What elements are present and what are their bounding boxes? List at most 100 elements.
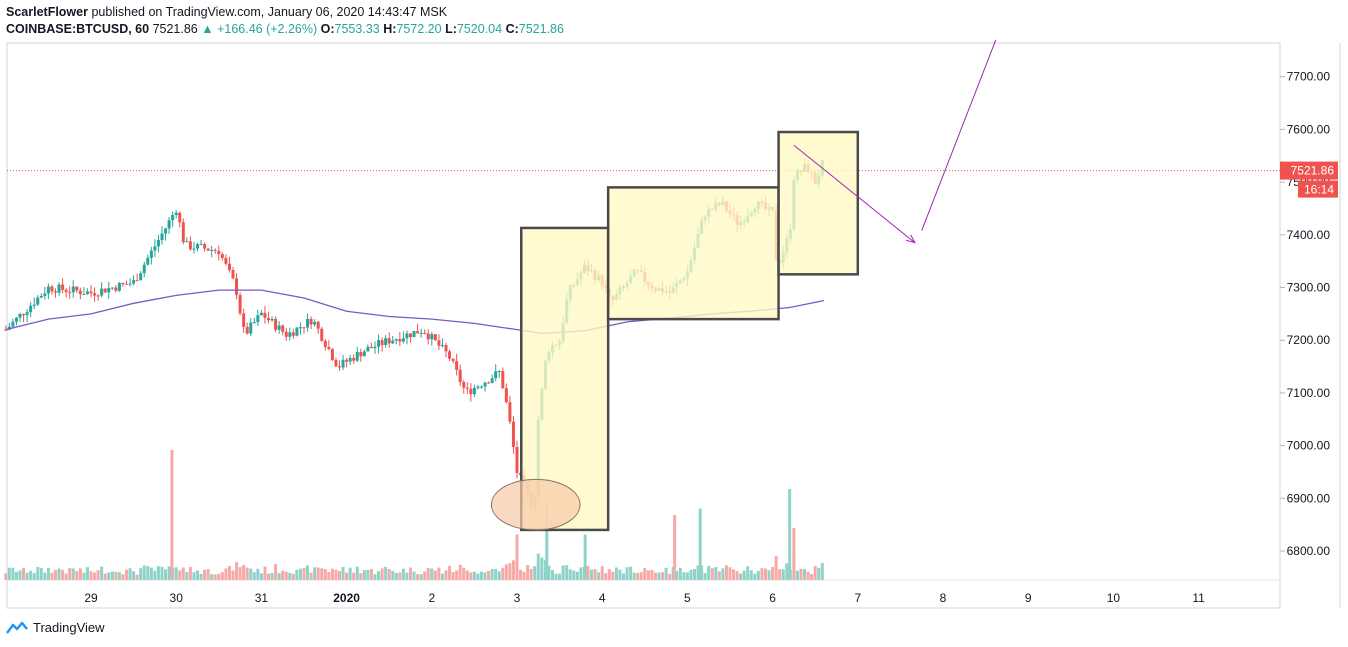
volume-bar xyxy=(121,574,125,580)
volume-bar xyxy=(416,574,420,580)
volume-bar xyxy=(128,568,132,580)
volume-bar xyxy=(39,567,43,580)
volume-bar xyxy=(611,571,615,580)
candle-up xyxy=(132,280,136,284)
volume-spike xyxy=(673,515,677,580)
candle-up xyxy=(494,371,498,379)
candle-down xyxy=(235,278,239,295)
author[interactable]: ScarletFlower xyxy=(6,5,88,19)
candle-down xyxy=(284,331,288,337)
volume-bar xyxy=(813,565,817,580)
volume-bar xyxy=(401,568,405,580)
volume-bar xyxy=(263,566,267,580)
volume-bar xyxy=(185,572,189,580)
candle-down xyxy=(135,280,139,282)
volume-bar xyxy=(231,570,235,580)
symbol[interactable]: COINBASE:BTCUSD, 60 xyxy=(6,22,150,36)
volume-bar xyxy=(636,572,640,580)
volume-bar xyxy=(561,565,565,580)
candle-up xyxy=(18,313,22,318)
candle-down xyxy=(68,291,72,293)
tradingview-logo-icon[interactable] xyxy=(6,621,28,635)
volume-bar xyxy=(490,569,494,580)
close-value: 7521.86 xyxy=(518,22,564,36)
candle-down xyxy=(227,263,231,270)
volume-bar xyxy=(203,569,207,580)
brand-name[interactable]: TradingView xyxy=(33,620,105,635)
volume-bar xyxy=(359,573,363,580)
volume-bar xyxy=(61,570,65,580)
candle-down xyxy=(380,340,384,346)
candle-down xyxy=(327,347,331,350)
volume-bar xyxy=(330,568,334,580)
candle-down xyxy=(387,338,391,344)
volume-bar xyxy=(242,564,246,580)
candle-down xyxy=(61,284,65,290)
volume-bar xyxy=(320,568,324,580)
candle-up xyxy=(391,340,395,344)
candle-up xyxy=(384,338,388,346)
low-label: L: xyxy=(445,22,457,36)
volume-bar xyxy=(341,566,345,580)
volume-bar xyxy=(590,569,594,580)
candle-up xyxy=(306,318,310,328)
volume-bar xyxy=(256,568,260,580)
volume-bar xyxy=(586,565,590,580)
volume-bar xyxy=(160,566,164,580)
price-tick-label: 7000.00 xyxy=(1287,439,1331,453)
volume-bar xyxy=(533,566,537,580)
candle-up xyxy=(29,305,33,313)
candle-up xyxy=(146,257,150,265)
volume-bar xyxy=(132,571,136,580)
volume-bar xyxy=(810,574,814,580)
volume-bar xyxy=(675,571,679,580)
volume-bar xyxy=(593,569,597,580)
candle-down xyxy=(224,257,228,264)
volume-bar xyxy=(199,574,203,580)
volume-bar xyxy=(14,571,18,580)
close-label: C: xyxy=(505,22,519,36)
candle-up xyxy=(373,346,377,349)
volume-bar xyxy=(259,573,263,580)
volume-bars xyxy=(4,450,824,580)
candle-up xyxy=(440,344,444,346)
volume-bar xyxy=(806,571,810,580)
volume-bar xyxy=(682,572,686,580)
volume-bar xyxy=(11,567,15,580)
candle-down xyxy=(359,352,363,357)
candle-down xyxy=(409,333,412,338)
volume-bar xyxy=(167,566,171,580)
volume-bar xyxy=(220,572,224,580)
volume-bar xyxy=(68,568,72,580)
volume-bar xyxy=(803,568,807,580)
open-label: O: xyxy=(320,22,335,36)
volume-bar xyxy=(689,569,693,580)
candle-down xyxy=(4,329,8,331)
volume-bar xyxy=(735,571,739,580)
footer: TradingView xyxy=(6,620,105,635)
price-tick-label: 6900.00 xyxy=(1287,491,1331,505)
volume-bar xyxy=(295,569,299,580)
volume-bar xyxy=(82,572,86,580)
volume-bar xyxy=(245,567,249,580)
volume-bar xyxy=(607,569,611,580)
candle-up xyxy=(405,333,409,339)
candle-up xyxy=(362,351,366,357)
arrow-line xyxy=(921,39,997,231)
volume-bar xyxy=(465,570,469,580)
candle-up xyxy=(185,241,189,243)
volume-bar xyxy=(778,569,782,580)
countdown-badge xyxy=(1298,180,1338,198)
volume-bar xyxy=(558,573,562,580)
volume-bar xyxy=(764,568,767,580)
candle-up xyxy=(107,288,111,293)
volume-bar xyxy=(508,563,512,580)
price-tick-label: 7100.00 xyxy=(1287,386,1331,400)
candle-down xyxy=(64,289,68,292)
volume-bar xyxy=(54,570,57,580)
volume-bar xyxy=(267,573,270,580)
volume-bar xyxy=(732,569,736,580)
volume-bar xyxy=(710,568,714,580)
volume-bar xyxy=(661,572,665,580)
